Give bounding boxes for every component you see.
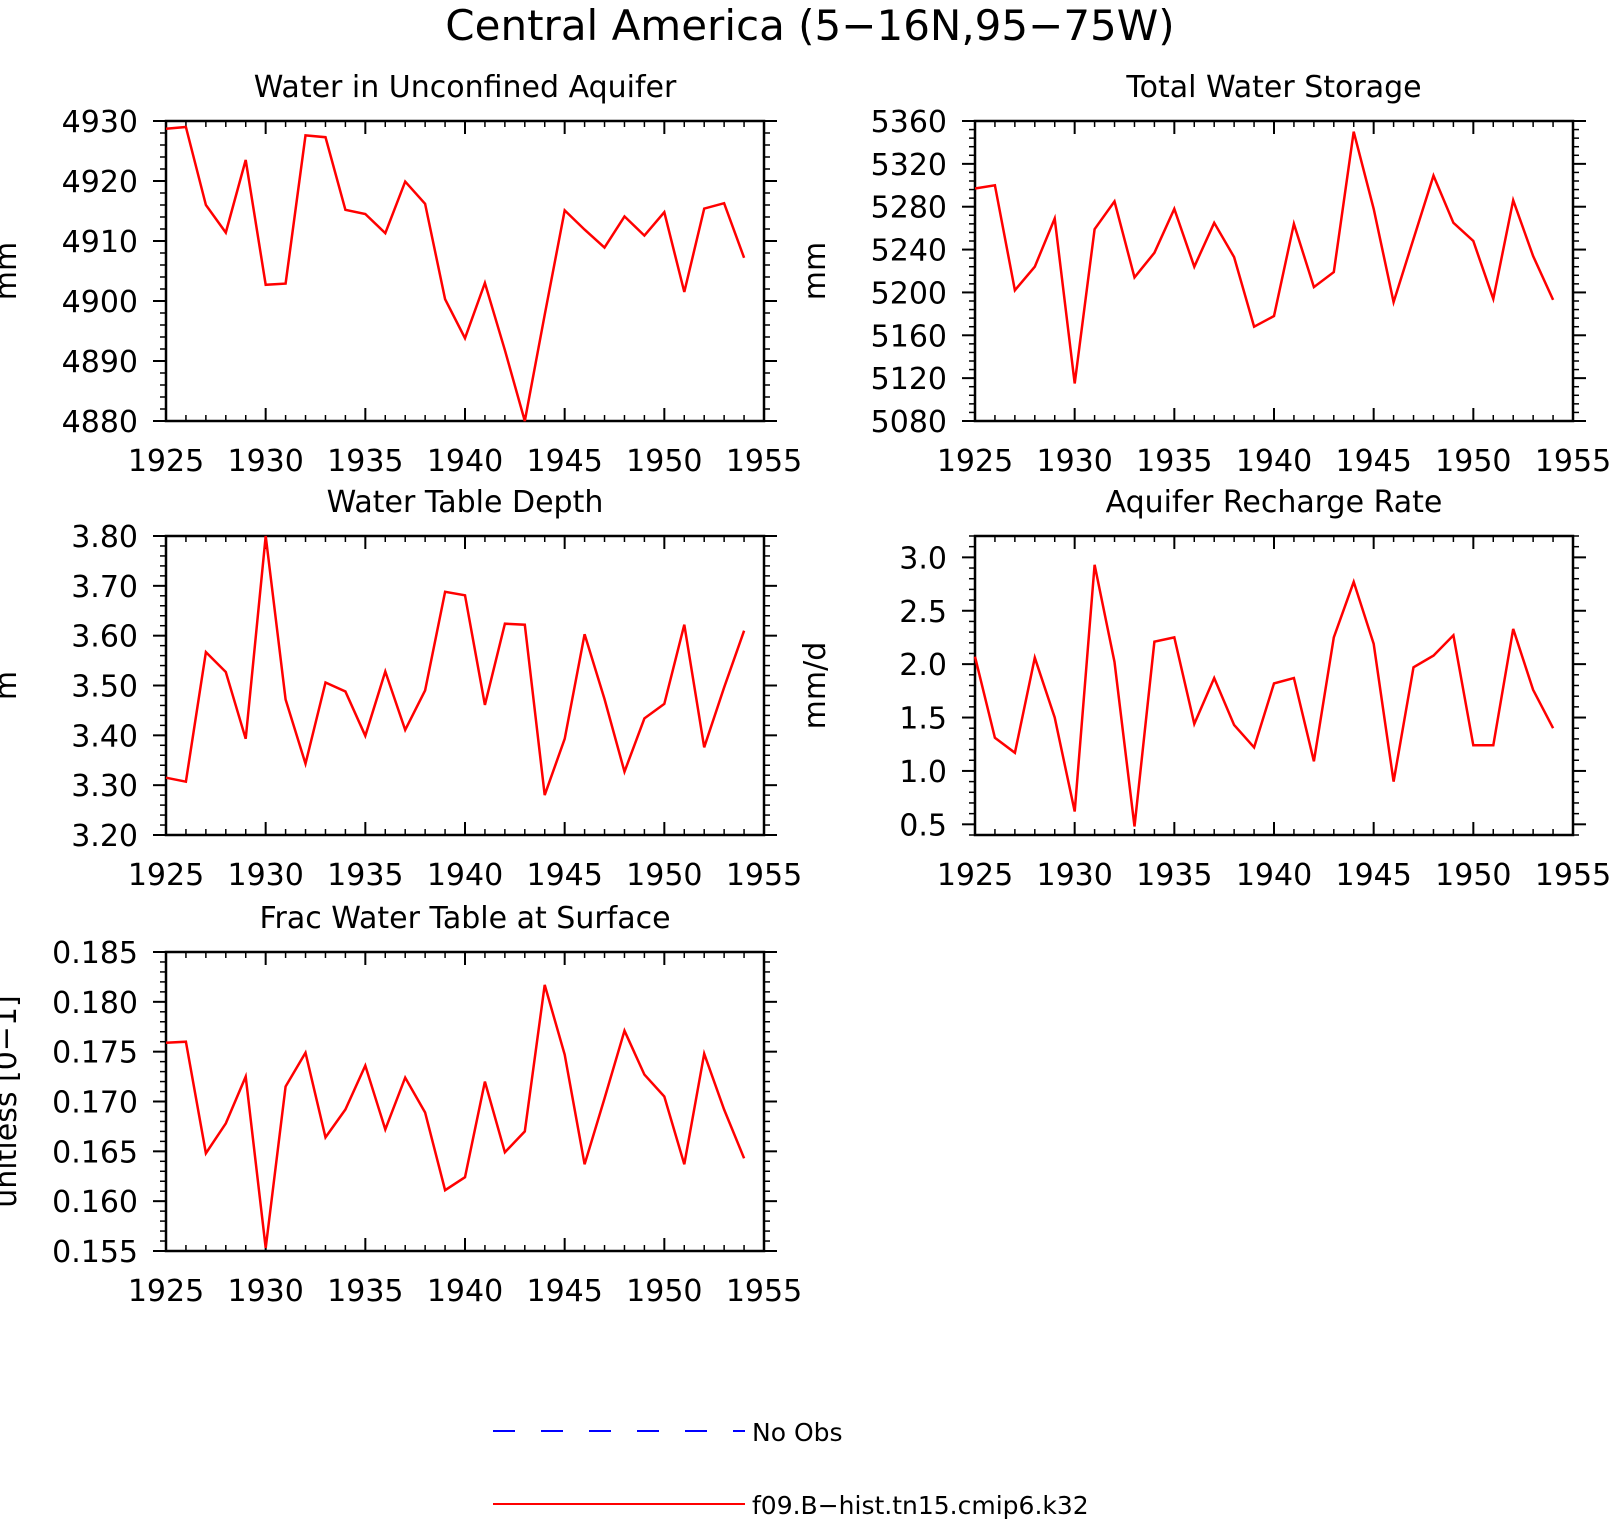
y-axis-label: mm [798,242,833,300]
y-tick-label: 5280 [871,191,947,226]
panel-4: Aquifer Recharge Rate 1925 1930 1935 1940 194… [798,485,1611,893]
plot-frame [164,119,766,423]
y-tick-label: 3.80 [71,520,138,555]
x-tick-label: 1945 [526,858,602,893]
x-tick-label: 1925 [937,858,1013,893]
plot-frame [164,950,766,1253]
panel-title: Frac Water Table at Surface [259,901,670,936]
x-tick-label: 1930 [1036,858,1112,893]
x-tick-label: 1940 [427,1274,503,1309]
legend-label-model-run: f09.B−hist.tn15.cmip6.k32 [752,1491,1089,1519]
figure-title: Central America (5−16N,95−75W) [445,1,1174,50]
series-line [165,984,746,1249]
x-tick-label: 1950 [626,858,702,893]
panels: Water in Unconfined Aquifer 1925 1930 1935 1… [0,70,1611,1309]
panel-title: Aquifer Recharge Rate [1106,485,1443,520]
panel-2: Total Water Storage 1925 1930 1935 1940 1945 1… [798,70,1611,479]
y-tick-label: 0.5 [899,808,947,843]
series-line [165,535,746,796]
x-tick-label: 1930 [227,858,303,893]
x-tick-label: 1935 [1136,858,1212,893]
y-axis-label: mm/d [798,642,833,730]
x-tick-label: 1930 [1036,444,1112,479]
y-tick-label: 4890 [62,345,138,380]
x-tick-label: 1940 [427,444,503,479]
y-tick-label: 4900 [62,285,138,320]
series-line [165,125,746,422]
y-tick-label: 0.185 [52,936,138,971]
x-tick-label: 1945 [1335,858,1411,893]
x-tick-label: 1925 [128,1274,204,1309]
x-tick-label: 1955 [726,444,802,479]
panel-title: Total Water Storage [1125,70,1421,105]
y-tick-label: 0.170 [52,1086,138,1121]
y-tick-label: 5120 [871,362,947,397]
y-tick-label: 4880 [62,405,138,440]
x-tick-label: 1940 [1236,858,1312,893]
x-tick-label: 1940 [1236,444,1312,479]
y-tick-label: 3.0 [899,541,947,576]
y-tick-label: 4920 [62,165,138,200]
y-tick-label: 5360 [871,105,947,140]
y-axis-label: mm [0,242,24,300]
x-tick-label: 1935 [1136,444,1212,479]
y-tick-label: 5080 [871,405,947,440]
plot-frame [164,534,766,837]
y-tick-label: 3.40 [71,719,138,754]
panel-1: Water in Unconfined Aquifer 1925 1930 1935 1… [0,70,802,479]
y-tick-label: 5320 [871,148,947,183]
y-tick-label: 3.60 [71,620,138,655]
y-tick-label: 3.30 [71,769,138,804]
y-tick-label: 4910 [62,225,138,260]
panel-3: Water Table Depth 1925 1930 1935 1940 1945 195… [0,485,802,893]
y-tick-label: 0.160 [52,1185,138,1220]
x-tick-label: 1950 [1435,444,1511,479]
x-tick-label: 1930 [227,444,303,479]
x-tick-label: 1945 [526,1274,602,1309]
legend: No Obs f09.B−hist.tn15.cmip6.k32 [493,1418,1089,1520]
panel-title: Water in Unconfined Aquifer [254,70,677,105]
x-tick-label: 1945 [526,444,602,479]
series-line [973,564,1555,827]
y-tick-label: 1.0 [899,755,947,790]
x-tick-label: 1935 [327,858,403,893]
y-tick-label: 5240 [871,234,947,269]
y-tick-label: 2.0 [899,648,947,683]
y-axis-label: m [0,671,24,700]
y-tick-label: 3.20 [71,819,138,854]
x-tick-label: 1955 [1535,858,1611,893]
series-line [974,131,1555,384]
y-tick-label: 0.165 [52,1135,138,1170]
x-tick-label: 1940 [427,858,503,893]
x-tick-label: 1950 [1435,858,1511,893]
x-tick-label: 1935 [327,444,403,479]
y-tick-label: 2.5 [899,595,947,630]
y-tick-label: 3.70 [71,570,138,605]
x-tick-label: 1925 [128,858,204,893]
x-tick-label: 1955 [1535,444,1611,479]
y-tick-label: 4930 [62,105,138,140]
y-tick-label: 0.175 [52,1036,138,1071]
y-tick-label: 5160 [871,319,947,354]
y-tick-label: 0.180 [52,986,138,1021]
y-tick-label: 0.155 [52,1235,138,1270]
x-tick-label: 1950 [626,444,702,479]
x-tick-label: 1925 [937,444,1013,479]
legend-label-no-obs: No Obs [752,1418,843,1447]
panel-5: Frac Water Table at Surface 1925 1930 1935 1… [0,901,802,1309]
y-axis-label: unitless [0−1] [0,995,24,1207]
x-tick-label: 1930 [227,1274,303,1309]
y-tick-label: 1.5 [899,702,947,737]
x-tick-label: 1955 [726,858,802,893]
x-tick-label: 1950 [626,1274,702,1309]
x-tick-label: 1925 [128,444,204,479]
y-tick-label: 5200 [871,276,947,311]
x-tick-label: 1945 [1335,444,1411,479]
x-tick-label: 1955 [726,1274,802,1309]
y-tick-label: 3.50 [71,670,138,705]
panel-title: Water Table Depth [327,485,604,520]
x-tick-label: 1935 [327,1274,403,1309]
